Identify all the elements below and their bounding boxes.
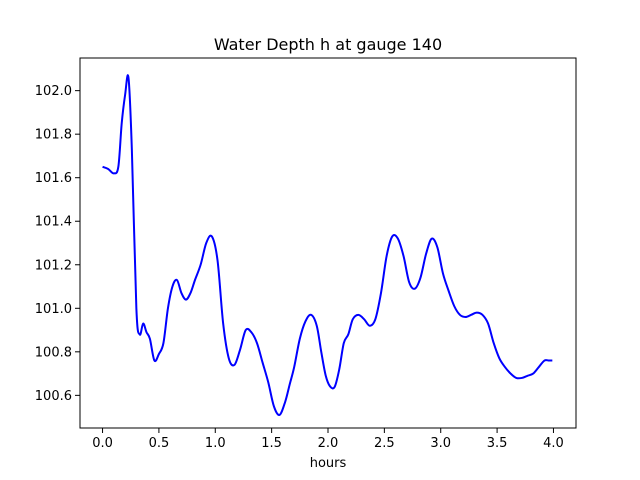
x-tick-label: 0.0 (92, 436, 113, 451)
x-tick-label: 0.5 (149, 436, 170, 451)
plot-area (80, 58, 576, 428)
series-line-0 (102, 74, 553, 416)
x-tick-label: 2.5 (374, 436, 395, 451)
y-axis-ticks: 100.6 100.8 101.0 101.2 101.4 101.6 101.8 102.0 (35, 84, 80, 404)
plot-frame (79, 57, 577, 429)
y-tick-label: 101.4 (35, 215, 72, 230)
y-tick-label: 101.6 (35, 171, 72, 186)
x-tick-label: 4.0 (543, 436, 564, 451)
chart-title: Water Depth h at gauge 140 (214, 35, 442, 54)
x-tick-label: 3.5 (487, 436, 508, 451)
y-tick-label: 101.8 (35, 128, 72, 143)
y-tick-label: 101.0 (35, 302, 72, 317)
x-tick-label: 3.0 (430, 436, 451, 451)
y-tick-label: 100.8 (35, 345, 72, 360)
series-layer (102, 74, 553, 416)
y-tick-label: 100.6 (35, 389, 72, 404)
x-tick-label: 1.0 (205, 436, 226, 451)
y-tick-label: 101.2 (35, 258, 72, 273)
x-axis-ticks: 0.0 0.5 1.0 1.5 2.0 2.5 3.0 3.5 4.0 (92, 428, 564, 451)
x-axis-label: hours (310, 456, 347, 471)
x-tick-label: 2.0 (318, 436, 339, 451)
y-tick-label: 102.0 (35, 84, 72, 99)
x-tick-label: 1.5 (261, 436, 282, 451)
